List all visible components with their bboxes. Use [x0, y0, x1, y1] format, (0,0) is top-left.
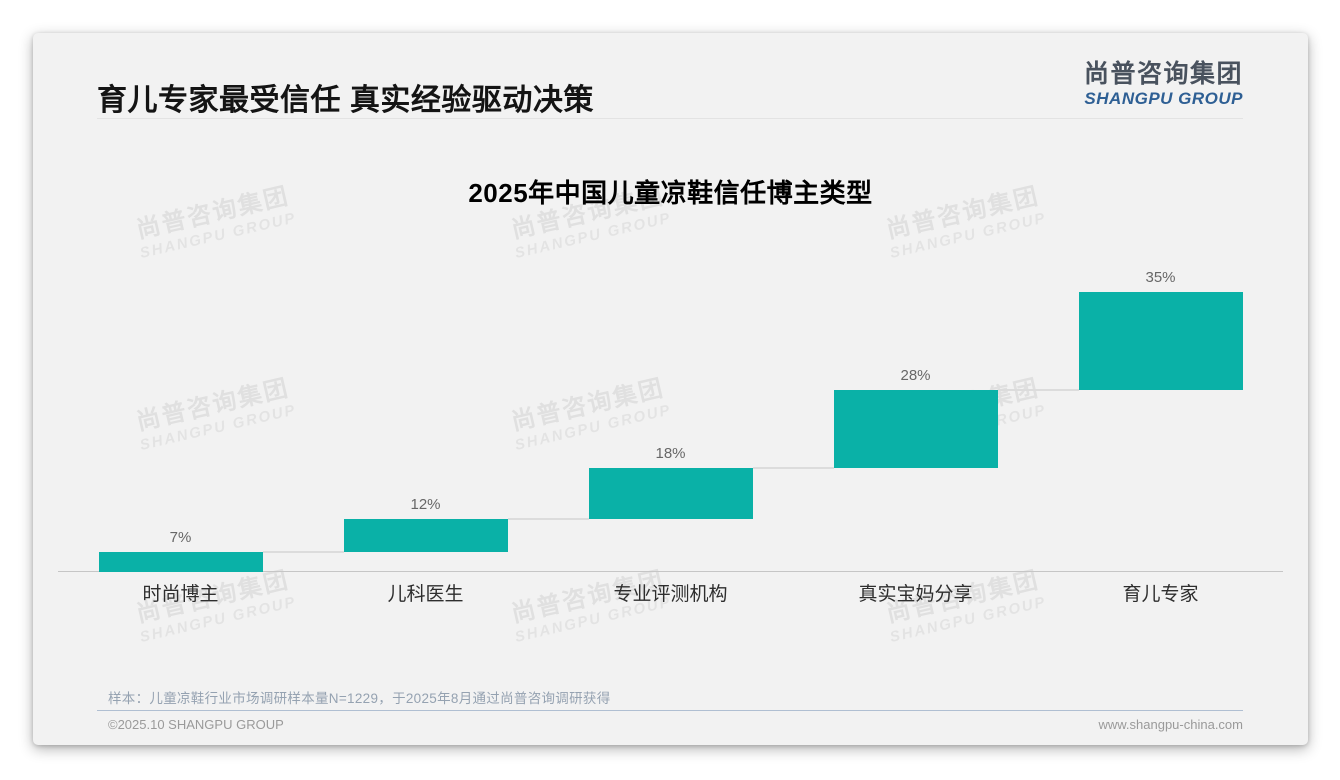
value-label: 35% [1145, 269, 1176, 286]
category-label: 育儿专家 [1122, 584, 1199, 605]
chart-title: 2025年中国儿童凉鞋信任博主类型 [468, 178, 873, 208]
watermark-en-text: SHANGPU GROUP [888, 209, 1049, 262]
sample-note: 样本：儿童凉鞋行业市场调研样本量N=1229，于2025年8月通过尚普咨询调研获… [108, 691, 611, 706]
header-divider [97, 118, 1243, 119]
watermark-en-text: SHANGPU GROUP [138, 209, 299, 262]
waterfall-connector [752, 467, 834, 470]
x-axis-line [58, 571, 1283, 572]
bar-真实宝妈分享 [833, 390, 998, 469]
bar-时尚博主 [98, 552, 263, 572]
copyright-text: ©2025.10 SHANGPU GROUP [108, 717, 284, 732]
waterfall-connector [262, 551, 344, 554]
value-label: 18% [655, 445, 686, 463]
footer-divider [97, 710, 1243, 711]
value-label: 28% [900, 367, 931, 384]
footer-row: ©2025.10 SHANGPU GROUP www.shangpu-china… [108, 717, 1243, 732]
watermark-en-text: SHANGPU GROUP [513, 209, 674, 262]
category-label: 儿科医生 [387, 584, 464, 605]
bar-专业评测机构 [588, 468, 753, 519]
page-title: 育儿专家最受信任 真实经验驱动决策 [97, 84, 594, 117]
bar-儿科医生 [343, 518, 508, 553]
website-text: www.shangpu-china.com [1098, 717, 1243, 732]
logo-en-text: SHANGPU GROUP [1084, 88, 1243, 108]
report-card: 尚普咨询集团 SHANGPU GROUP 尚普咨询集团 SHANGPU GROUP 尚普… [33, 33, 1308, 745]
shangpu-logo: 尚普咨询集团 SHANGPU GROUP [1083, 60, 1243, 108]
waterfall-chart: 7% 时尚博主 12% 儿科医生 18% 专业评测机构 28% 真实宝妈分享 35% 育儿专家 [58, 269, 1283, 605]
waterfall-connector [507, 517, 589, 520]
bar-育儿专家 [1078, 292, 1243, 390]
category-label: 专业评测机构 [613, 584, 728, 605]
category-label: 真实宝妈分享 [858, 584, 973, 605]
value-label: 7% [169, 529, 192, 547]
logo-cn-text: 尚普咨询集团 [1083, 60, 1243, 88]
waterfall-connector [997, 389, 1079, 391]
value-label: 12% [410, 495, 441, 513]
category-label: 时尚博主 [142, 584, 219, 605]
